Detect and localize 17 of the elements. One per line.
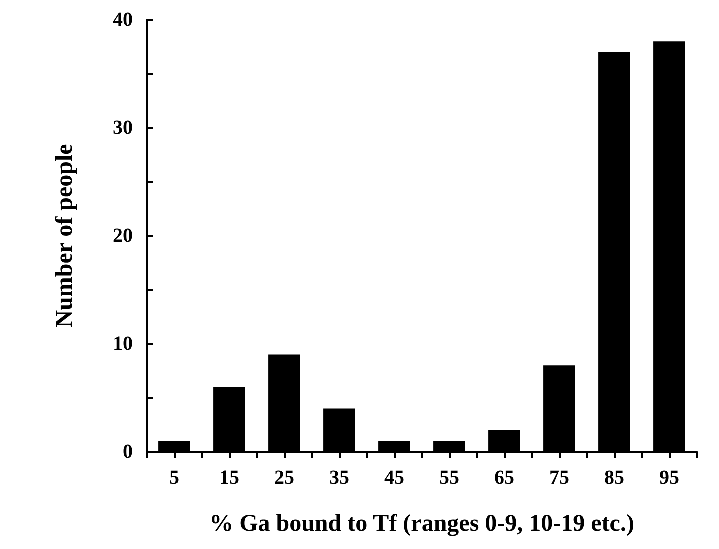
x-tick-label: 65 <box>494 467 514 489</box>
y-tick-label: 0 <box>123 441 133 463</box>
x-tick-label: 5 <box>170 467 180 489</box>
y-tick-label: 40 <box>113 9 133 31</box>
y-tick-label: 30 <box>113 117 133 139</box>
y-tick-label: 20 <box>113 225 133 247</box>
x-tick-label: 25 <box>274 467 294 489</box>
x-tick-label: 45 <box>384 467 404 489</box>
x-tick-label: 15 <box>220 467 240 489</box>
x-tick-label: 55 <box>440 467 460 489</box>
x-tick-label: 75 <box>550 467 570 489</box>
y-tick-label: 10 <box>113 333 133 355</box>
x-tick-label: 95 <box>660 467 680 489</box>
y-axis-title: Number of people <box>52 144 78 328</box>
x-tick-label: 85 <box>604 467 624 489</box>
x-axis-title: % Ga bound to Tf (ranges 0-9, 10-19 etc.) <box>210 511 634 537</box>
x-tick-label: 35 <box>330 467 350 489</box>
